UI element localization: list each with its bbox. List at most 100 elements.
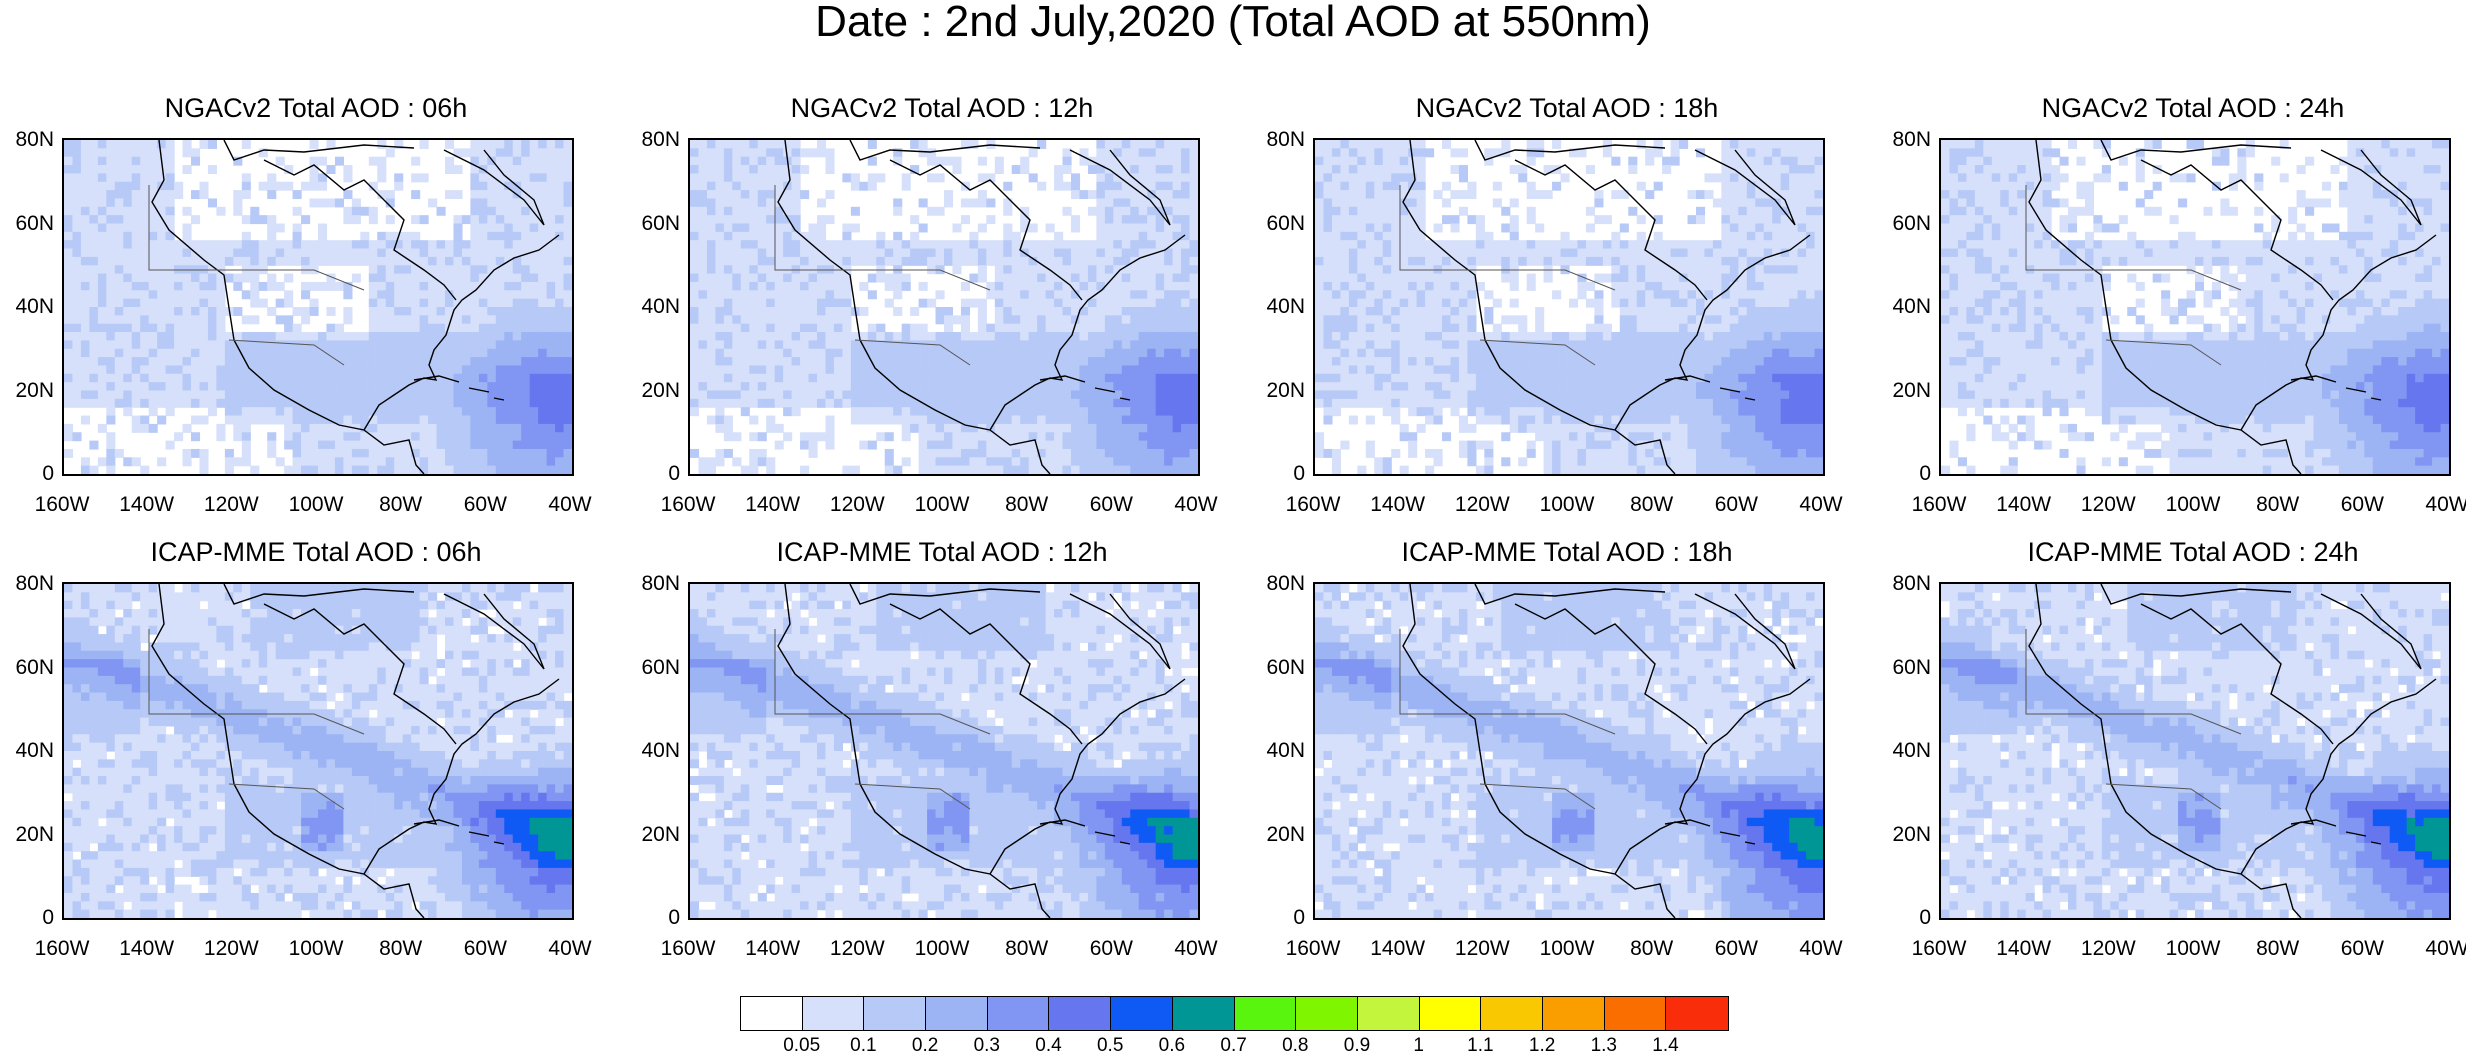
lon-tick-label: 80W bbox=[1005, 493, 1049, 516]
lon-tick-label: 60W bbox=[1089, 493, 1133, 516]
lon-tick-label: 120W bbox=[1454, 493, 1510, 516]
lat-tick-label: 60N bbox=[1266, 211, 1305, 235]
lon-tick-label: 120W bbox=[2080, 493, 2136, 516]
lon-tick-label: 160W bbox=[34, 493, 90, 516]
lat-tick-label: 0 bbox=[668, 906, 680, 929]
political-border bbox=[774, 629, 991, 810]
lat-tick-label: 20N bbox=[1266, 378, 1305, 402]
colorbar-label: 0.1 bbox=[850, 1035, 877, 1056]
lon-tick-label: 80W bbox=[1630, 937, 1674, 960]
panel-title: NGACv2 Total AOD : 12h bbox=[790, 93, 1094, 123]
lon-tick-label: 100W bbox=[914, 937, 970, 960]
lon-tick-label: 160W bbox=[1911, 937, 1967, 960]
lat-tick-label: 0 bbox=[1919, 906, 1931, 929]
lon-tick-label: 140W bbox=[745, 493, 801, 516]
lat-tick-label: 60N bbox=[641, 211, 680, 235]
colorbar-swatch bbox=[1481, 997, 1543, 1030]
colorbar-label: 0.6 bbox=[1158, 1035, 1186, 1056]
lon-tick-label: 160W bbox=[34, 937, 90, 960]
colorbar bbox=[740, 996, 1730, 1031]
lon-tick-label: 100W bbox=[1539, 493, 1595, 516]
lon-tick-label: 40W bbox=[2425, 937, 2466, 960]
lat-tick-label: 40N bbox=[1892, 295, 1931, 318]
lat-tick-label: 80N bbox=[1266, 128, 1305, 151]
colorbar-swatch bbox=[1666, 997, 1728, 1030]
lon-tick-label: 40W bbox=[548, 493, 592, 516]
lon-tick-label: 40W bbox=[2425, 493, 2466, 516]
lon-tick-label: 120W bbox=[1454, 937, 1510, 960]
lat-tick-label: 20N bbox=[1266, 822, 1305, 846]
lat-tick-label: 20N bbox=[641, 378, 680, 402]
colorbar-swatch bbox=[1049, 997, 1112, 1030]
colorbar-swatch bbox=[1111, 997, 1173, 1030]
lon-tick-label: 100W bbox=[288, 493, 344, 516]
lat-tick-label: 0 bbox=[42, 906, 54, 929]
coastline bbox=[777, 584, 1186, 918]
aod-field bbox=[690, 584, 1198, 918]
aod-shading bbox=[1315, 140, 1823, 474]
lat-tick-label: 80N bbox=[15, 572, 54, 595]
colorbar-swatch bbox=[1357, 997, 1420, 1030]
coastline bbox=[2028, 584, 2437, 918]
lat-tick-label: 20N bbox=[15, 822, 54, 846]
colorbar-swatch bbox=[1419, 997, 1482, 1030]
coastline bbox=[151, 140, 560, 474]
lon-tick-label: 140W bbox=[1996, 493, 2052, 516]
aod-field bbox=[1941, 584, 2449, 918]
lon-tick-label: 160W bbox=[660, 493, 716, 516]
lon-tick-label: 140W bbox=[1996, 937, 2052, 960]
colorbar-swatch bbox=[864, 997, 927, 1030]
lon-tick-label: 100W bbox=[2165, 493, 2221, 516]
lon-tick-label: 40W bbox=[548, 937, 592, 960]
lat-tick-label: 80N bbox=[15, 128, 54, 151]
aod-field bbox=[64, 584, 572, 918]
lat-tick-label: 60N bbox=[1892, 211, 1931, 235]
panel-title: ICAP-MME Total AOD : 12h bbox=[776, 537, 1108, 567]
lon-tick-label: 40W bbox=[1174, 937, 1218, 960]
lat-tick-label: 60N bbox=[1266, 655, 1305, 679]
panel-title: ICAP-MME Total AOD : 24h bbox=[2027, 537, 2359, 567]
political-border bbox=[774, 185, 991, 366]
colorbar-label: 0.4 bbox=[1035, 1035, 1062, 1056]
lon-tick-label: 120W bbox=[203, 937, 259, 960]
lat-tick-label: 80N bbox=[1892, 572, 1931, 595]
lon-tick-label: 100W bbox=[1539, 937, 1595, 960]
lat-tick-label: 20N bbox=[15, 378, 54, 402]
lat-tick-label: 80N bbox=[641, 572, 680, 595]
aod-shading bbox=[64, 140, 572, 474]
political-border bbox=[1399, 185, 1616, 366]
lon-tick-label: 60W bbox=[1089, 937, 1133, 960]
map-frame bbox=[1313, 582, 1825, 920]
coastline bbox=[1402, 140, 1811, 474]
lon-tick-label: 120W bbox=[203, 493, 259, 516]
lat-tick-label: 0 bbox=[1919, 462, 1931, 485]
political-border bbox=[148, 629, 365, 810]
lat-tick-label: 40N bbox=[1266, 739, 1305, 762]
lat-tick-label: 80N bbox=[1892, 128, 1931, 151]
aod-shading bbox=[690, 140, 1198, 474]
map-frame bbox=[62, 138, 574, 476]
lat-tick-label: 40N bbox=[15, 739, 54, 762]
colorbar-label: 0.8 bbox=[1282, 1035, 1309, 1056]
colorbar-swatch bbox=[1172, 997, 1235, 1030]
colorbar-label: 1 bbox=[1413, 1035, 1424, 1056]
aod-field bbox=[1941, 140, 2449, 474]
lon-tick-label: 80W bbox=[1005, 937, 1049, 960]
lon-tick-label: 140W bbox=[1370, 937, 1426, 960]
coastline bbox=[151, 584, 560, 918]
lat-tick-label: 80N bbox=[641, 128, 680, 151]
lon-tick-label: 40W bbox=[1799, 493, 1843, 516]
lat-tick-label: 40N bbox=[15, 295, 54, 318]
panel-title: ICAP-MME Total AOD : 06h bbox=[150, 537, 482, 567]
lon-tick-label: 40W bbox=[1174, 493, 1218, 516]
aod-field bbox=[690, 140, 1198, 474]
lat-tick-label: 40N bbox=[1266, 295, 1305, 318]
lon-tick-label: 160W bbox=[1285, 493, 1341, 516]
aod-shading bbox=[1941, 584, 2449, 918]
aod-field bbox=[1315, 140, 1823, 474]
colorbar-label: 0.5 bbox=[1096, 1035, 1124, 1056]
aod-shading bbox=[1941, 140, 2449, 474]
colorbar-swatch bbox=[1296, 997, 1358, 1030]
colorbar-swatch bbox=[1234, 997, 1297, 1030]
coastline bbox=[1402, 584, 1811, 918]
